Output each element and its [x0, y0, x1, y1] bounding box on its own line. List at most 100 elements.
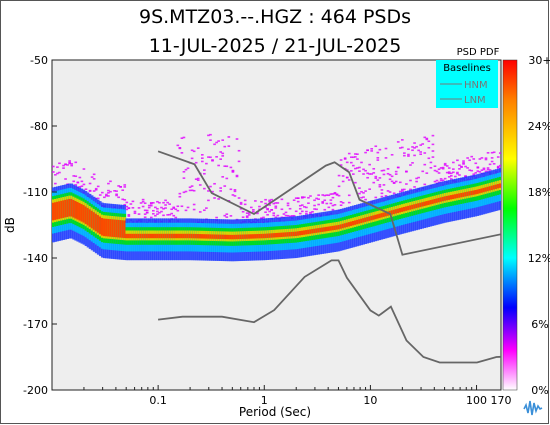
- density-cell: [147, 233, 151, 239]
- density-cell: [429, 161, 433, 164]
- density-cell: [168, 203, 171, 205]
- density-cell: [390, 210, 394, 215]
- y-tick-label: -200: [23, 384, 48, 397]
- density-cell: [154, 233, 157, 239]
- density-cell: [449, 178, 453, 180]
- density-cell: [370, 148, 374, 150]
- density-cell: [492, 185, 496, 190]
- density-cell: [156, 210, 159, 213]
- density-cell: [52, 202, 55, 221]
- density-cell: [431, 143, 435, 146]
- density-cell: [331, 204, 335, 207]
- density-cell: [456, 193, 459, 199]
- density-cell: [360, 196, 363, 199]
- density-cell: [131, 200, 135, 203]
- density-cell: [429, 166, 433, 169]
- density-cell: [264, 233, 267, 239]
- density-cell: [335, 225, 339, 230]
- density-cell: [178, 146, 182, 149]
- y-tick-label: -140: [23, 252, 48, 265]
- density-cell: [117, 196, 120, 199]
- density-cell: [217, 164, 220, 167]
- density-cell: [80, 180, 84, 183]
- density-cell: [62, 164, 65, 167]
- density-cell: [180, 205, 184, 208]
- density-cell: [88, 182, 92, 185]
- density-cell: [331, 196, 335, 199]
- density-cell: [241, 234, 245, 239]
- density-cell: [376, 159, 380, 161]
- density-cell: [92, 212, 96, 230]
- density-cell: [88, 209, 92, 227]
- density-cell: [364, 217, 367, 223]
- density-cell: [429, 200, 433, 205]
- density-cell: [186, 206, 190, 209]
- density-cell: [119, 186, 122, 188]
- density-cell: [347, 152, 351, 155]
- density-cell: [274, 205, 278, 208]
- density-cell: [223, 214, 227, 217]
- density-cell: [364, 190, 367, 192]
- density-cell: [441, 166, 445, 169]
- density-cell: [70, 198, 74, 217]
- y-tick-label: -170: [23, 318, 48, 331]
- density-cell: [433, 165, 437, 168]
- density-cell: [323, 194, 327, 197]
- density-cell: [113, 190, 116, 192]
- density-cell: [409, 205, 412, 210]
- density-cell: [339, 201, 343, 203]
- density-cell: [319, 227, 322, 233]
- density-cell: [409, 179, 412, 182]
- density-cell: [149, 204, 153, 207]
- density-cell: [370, 173, 374, 175]
- density-cell: [329, 226, 333, 231]
- density-cell: [137, 207, 141, 209]
- density-cell: [488, 169, 492, 171]
- density-cell: [321, 227, 325, 232]
- density-cell: [366, 172, 369, 175]
- colorbar-tick-label: 30+: [528, 54, 550, 67]
- y-tick-label: -80: [30, 120, 48, 133]
- density-cell: [58, 201, 61, 219]
- density-cell: [360, 190, 363, 193]
- density-cell: [437, 197, 441, 203]
- density-cell: [343, 157, 347, 159]
- density-cell: [111, 219, 114, 237]
- density-cell: [305, 210, 308, 213]
- density-cell: [231, 170, 235, 172]
- density-cell: [125, 233, 129, 239]
- density-cell: [268, 204, 271, 206]
- density-cell: [235, 234, 239, 240]
- density-cell: [294, 197, 298, 199]
- density-cell: [431, 134, 435, 137]
- density-cell: [209, 139, 212, 141]
- density-cell: [170, 233, 174, 239]
- density-cell: [498, 164, 501, 167]
- y-tick-label: -110: [23, 186, 48, 199]
- density-cell: [162, 207, 165, 210]
- density-cell: [84, 206, 88, 225]
- density-cell: [213, 234, 216, 239]
- density-cell: [231, 194, 235, 196]
- density-cell: [384, 147, 388, 150]
- density-cell: [333, 225, 337, 230]
- density-cell: [421, 202, 425, 207]
- density-cell: [456, 159, 459, 162]
- density-cell: [82, 205, 86, 223]
- density-cell: [170, 208, 174, 211]
- density-cell: [221, 234, 225, 240]
- density-cell: [437, 172, 441, 174]
- density-cell: [152, 233, 155, 239]
- density-cell: [488, 186, 492, 191]
- density-cell: [464, 192, 467, 197]
- density-cell: [225, 165, 229, 168]
- density-cell: [400, 190, 404, 192]
- density-cell: [121, 189, 125, 192]
- density-cell: [374, 196, 378, 199]
- density-cell: [345, 161, 349, 164]
- density-cell: [258, 205, 261, 208]
- density-cell: [486, 186, 490, 192]
- density-cell: [452, 168, 455, 170]
- density-cell: [290, 231, 294, 237]
- density-cell: [68, 161, 71, 164]
